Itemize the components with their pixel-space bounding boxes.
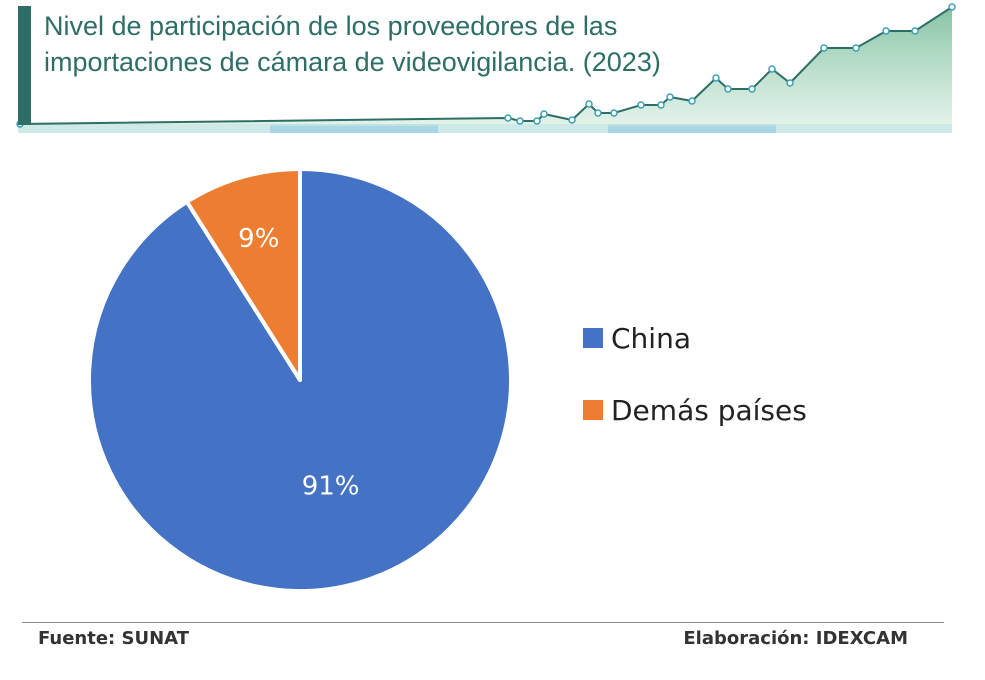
deco-area [20, 7, 952, 126]
legend-swatch-china [583, 328, 603, 348]
deco-point [568, 116, 576, 124]
deco-point [594, 109, 602, 117]
deco-point [948, 3, 956, 11]
deco-point [516, 117, 524, 125]
deco-point [637, 101, 645, 109]
deco-point [768, 65, 776, 73]
deco-point [610, 109, 618, 117]
legend-item-china: China [583, 318, 807, 358]
deco-points [16, 3, 956, 128]
legend: China Demás países [583, 318, 807, 462]
header-decoration [16, 3, 956, 133]
deco-point [748, 85, 756, 93]
deco-point [786, 79, 794, 87]
legend-item-demas-paises: Demás países [583, 390, 807, 430]
deco-point [882, 27, 890, 35]
deco-point [666, 93, 674, 101]
deco-band-segment [270, 124, 438, 133]
deco-point [712, 74, 720, 82]
deco-point [688, 97, 696, 105]
deco-point [533, 117, 541, 125]
deco-band [18, 124, 952, 133]
pie-slice-demas-paises [184, 167, 302, 382]
legend-label-demas-paises: Demás países [611, 393, 807, 427]
footer-source: Fuente: SUNAT [38, 628, 189, 649]
data-label-demas-paises: 9% [238, 224, 279, 254]
title-accent-bar [18, 6, 31, 125]
legend-swatch-demas-paises [583, 400, 603, 420]
footer-credit: Elaboración: IDEXCAM [683, 628, 908, 649]
deco-point [724, 85, 732, 93]
deco-point [820, 44, 828, 52]
footer-divider [22, 622, 944, 623]
chart-title: Nivel de participación de los proveedore… [44, 11, 661, 77]
legend-label-china: China [611, 321, 691, 355]
deco-point [911, 27, 919, 35]
data-label-china: 91% [302, 471, 360, 501]
deco-point [657, 101, 665, 109]
deco-point [540, 110, 548, 118]
deco-point [504, 114, 512, 122]
deco-point [852, 44, 860, 52]
pie-chart: 91% 9% [87, 167, 513, 593]
deco-band-segment [608, 124, 776, 133]
deco-point [585, 100, 593, 108]
